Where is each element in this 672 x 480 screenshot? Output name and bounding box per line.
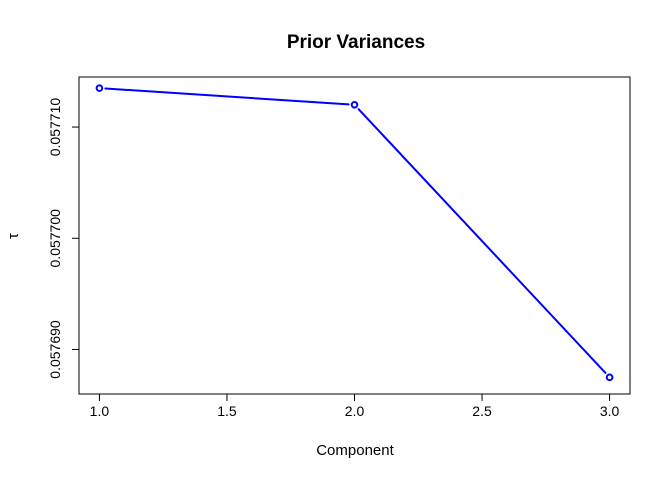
chart-title: Prior Variances xyxy=(287,32,425,53)
x-tick-label: 3.0 xyxy=(600,403,620,419)
data-point xyxy=(605,373,614,382)
x-tick-label: 1.0 xyxy=(90,403,110,419)
series-line-segment xyxy=(104,87,350,106)
x-tick-label: 2.5 xyxy=(472,403,492,419)
x-axis-title: Component xyxy=(316,442,394,459)
x-axis: 1.0 1.5 2.0 2.5 3.0 xyxy=(90,393,620,419)
x-tick-label: 2.0 xyxy=(345,403,365,419)
plot-frame xyxy=(78,76,631,395)
y-tick-label: 0.057700 xyxy=(47,209,63,268)
data-point xyxy=(350,101,359,109)
series-layer xyxy=(95,84,614,382)
y-axis-title: τ xyxy=(5,233,22,239)
data-point xyxy=(95,84,104,92)
series-line-segment xyxy=(357,108,607,374)
y-tick-label: 0.057690 xyxy=(47,320,63,379)
x-tick-label: 1.5 xyxy=(217,403,237,419)
y-axis: 0.057690 0.057700 0.057710 xyxy=(47,98,80,379)
y-tick-label: 0.057710 xyxy=(47,98,63,157)
